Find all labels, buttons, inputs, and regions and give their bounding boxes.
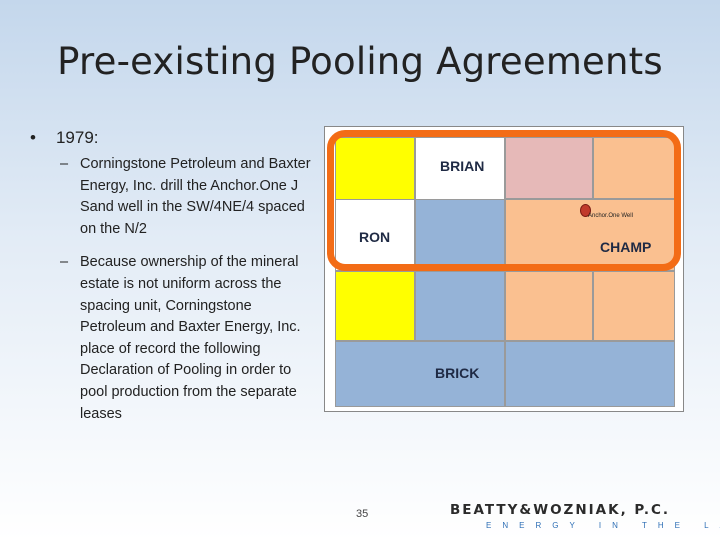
sub-bullet-marker: –	[60, 156, 69, 172]
sub-bullet-item: – Corningstone Petroleum and Baxter Ener…	[30, 154, 320, 240]
tract-label-ron: RON	[359, 229, 391, 245]
logo-name: BEATTY&WOZNIAK, P.C.	[450, 502, 670, 518]
bullet-marker: •	[30, 128, 36, 147]
logo-tagline: ENERGY IN THE LAW	[486, 521, 720, 530]
page-number: 35	[356, 508, 369, 520]
well-marker-icon	[580, 204, 591, 217]
bullet-item: • 1979:	[30, 128, 320, 148]
slide-title: Pre-existing Pooling Agreements	[57, 40, 663, 83]
spacing-unit-outline	[327, 130, 681, 271]
tract-champ	[593, 137, 675, 199]
tract-ron-label-area	[335, 199, 415, 271]
tract-ron	[335, 271, 415, 341]
firm-logo: BEATTY&WOZNIAK, P.C. ENERGY IN THE LAW	[450, 502, 720, 530]
tract-champ	[593, 271, 675, 341]
tract-label-champ: CHAMP	[600, 239, 652, 255]
well-label: Anchor.One Well	[588, 213, 633, 219]
tract-champ	[505, 199, 675, 271]
tract-champ	[505, 271, 593, 341]
tract-brian	[415, 137, 505, 209]
bullet-list: • 1979: – Corningstone Petroleum and Bax…	[30, 128, 320, 425]
tract-ron	[335, 137, 415, 209]
tract-pink	[505, 137, 593, 199]
tract-brick	[335, 341, 505, 407]
sub-bullet-item: – Because ownership of the mineral estat…	[30, 252, 320, 425]
sub-bullet-text: Corningstone Petroleum and Baxter Energy…	[80, 156, 311, 237]
tract-blue	[415, 271, 505, 341]
tract-blue	[415, 199, 505, 271]
tract-label-brian: BRIAN	[440, 158, 485, 174]
sub-bullet-text: Because ownership of the mineral estate …	[80, 254, 301, 422]
tract-brick	[505, 341, 675, 407]
sub-bullet-marker: –	[60, 254, 69, 271]
tract-label-brick: BRICK	[435, 365, 480, 381]
bullet-text: 1979:	[55, 128, 99, 147]
